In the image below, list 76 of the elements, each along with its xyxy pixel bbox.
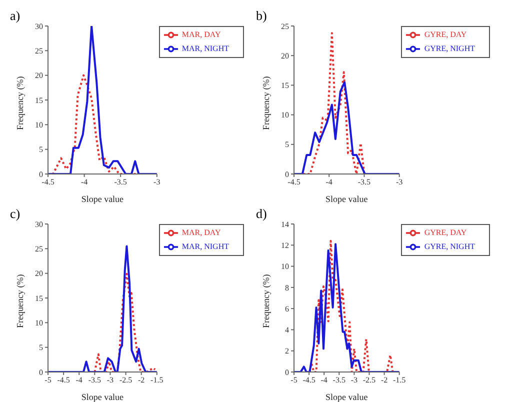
x-tick-label: -3.5 <box>358 178 371 187</box>
y-axis-title: Frequency (%) <box>261 76 272 130</box>
chart-title: a) <box>10 8 20 24</box>
y-tick-label: 5 <box>39 145 43 154</box>
y-tick-label: 15 <box>35 294 43 303</box>
x-tick-label: -4.5 <box>42 178 54 187</box>
y-tick-label: 10 <box>35 120 43 130</box>
x-tick-label: -3.5 <box>88 376 102 385</box>
y-tick-label: 5 <box>285 140 289 150</box>
y-tick-label: 12 <box>281 240 289 250</box>
line-series <box>94 272 156 372</box>
x-tick-label: -4 <box>76 376 82 385</box>
y-tick-label: 20 <box>35 71 43 80</box>
y-axis-title: Frequency (%) <box>15 76 26 130</box>
y-tick-label: 30 <box>35 22 43 31</box>
x-tick-label: -4 <box>326 178 332 187</box>
y-tick-label: 10 <box>35 318 43 328</box>
x-tick-label: -5 <box>44 376 52 385</box>
y-axis-title: Frequency (%) <box>15 274 26 328</box>
line-series <box>308 240 394 372</box>
legend-label: GYRE, NIGHT <box>424 242 475 251</box>
y-tick-label: 20 <box>35 269 43 278</box>
x-tick-label: -5 <box>290 376 298 385</box>
legend-label: MAR, NIGHT <box>182 44 229 53</box>
y-tick-label: 0 <box>285 170 289 179</box>
x-tick-label: -3 <box>396 178 403 187</box>
y-tick-label: 14 <box>281 220 289 229</box>
chart-title: d) <box>256 206 267 222</box>
legend-label: GYRE, DAY <box>424 30 467 39</box>
y-tick-label: 8 <box>285 283 289 292</box>
x-tick-label: -3 <box>350 376 358 385</box>
x-tick-label: -4.5 <box>57 376 70 385</box>
x-tick-label: -4 <box>80 178 88 187</box>
line-series <box>302 32 366 174</box>
x-tick-label: -1.5 <box>150 376 164 385</box>
y-tick-label: 25 <box>281 22 289 31</box>
legend-label: GYRE, DAY <box>424 228 467 237</box>
legend-label: MAR, DAY <box>182 228 221 237</box>
x-tick-label: -3 <box>106 376 114 385</box>
x-tick-label: -2.5 <box>362 376 376 385</box>
x-tick-label: -4.5 <box>302 376 316 385</box>
x-tick-label: -3.5 <box>332 376 346 385</box>
x-tick-label: -3 <box>154 178 160 187</box>
x-tick-label: -4 <box>320 376 328 385</box>
legend-label: GYRE, NIGHT <box>424 44 475 53</box>
y-axis-title: Frequency (%) <box>261 274 272 328</box>
x-axis-title: Slope value <box>326 392 368 402</box>
x-axis-title: Slope value <box>81 392 124 402</box>
x-tick-label: -4.5 <box>288 178 300 187</box>
chart-title: c) <box>10 206 20 222</box>
y-tick-label: 20 <box>281 51 289 60</box>
x-tick-label: -1.5 <box>392 376 406 385</box>
x-tick-label: -2 <box>138 376 145 385</box>
x-tick-label: -3.5 <box>114 178 127 187</box>
y-tick-label: 0 <box>39 368 43 377</box>
y-tick-label: 25 <box>35 244 43 254</box>
x-axis-title: Slope value <box>81 194 124 204</box>
y-tick-label: 25 <box>35 46 43 56</box>
x-axis-title: Slope value <box>326 194 368 204</box>
x-tick-label: -2 <box>380 376 388 385</box>
line-series <box>48 26 157 174</box>
legend-label: MAR, NIGHT <box>182 242 229 251</box>
y-tick-label: 2 <box>285 346 289 356</box>
y-tick-label: 30 <box>35 220 43 229</box>
y-tick-label: 10 <box>281 262 289 272</box>
y-tick-label: 4 <box>285 326 289 335</box>
y-tick-label: 10 <box>281 110 289 120</box>
x-tick-label: -2.5 <box>119 376 132 385</box>
y-tick-label: 0 <box>39 170 43 179</box>
y-tick-label: 0 <box>285 368 289 377</box>
legend-label: MAR, DAY <box>182 30 221 39</box>
chart-title: b) <box>256 8 267 24</box>
y-tick-label: 15 <box>35 96 43 105</box>
y-tick-label: 15 <box>281 81 289 90</box>
y-tick-label: 6 <box>285 304 289 314</box>
y-tick-label: 5 <box>39 343 43 352</box>
